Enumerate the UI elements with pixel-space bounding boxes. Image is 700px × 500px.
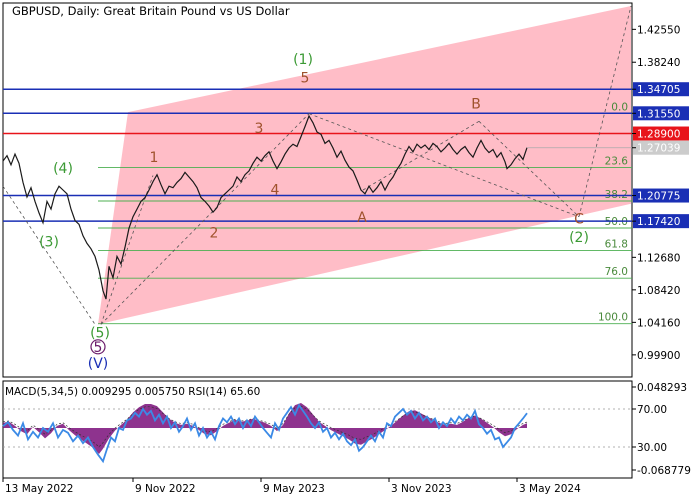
current-price-text: 1.27039 [637,143,680,155]
main-panel: 0.023.638.250.061.876.0100.0(1)51342(4)(… [2,2,633,378]
y-tick-label-10: 1.04160 [637,317,680,329]
wave-label-13: C [574,212,584,228]
wave-label-14: (2) [569,230,589,246]
wave-label-0: (1) [293,52,313,68]
wave-label-6: (4) [53,161,73,177]
ind-tick-label-2: 30.00 [637,442,667,454]
ind-tick-label-1: 70.00 [637,404,667,416]
level-tag-4 [633,214,689,229]
wave-label-1: 5 [301,70,310,86]
wave-line-6 [478,121,580,218]
wave-line-3 [214,113,310,210]
wave-label-8: (5) [90,325,110,341]
price-channel [98,6,631,325]
wave-line-7 [578,5,632,217]
indicator-panel [2,380,633,479]
fib-label-3: 50.0 [605,216,628,228]
ind-tick-label-3: -0.068779 [637,465,691,477]
indicator-panel-frame [2,380,633,479]
x-tick-label-2: 9 May 2023 [263,483,325,495]
level-tag-text-0: 1.34705 [637,84,680,96]
wave-line-5 [362,120,480,191]
level-tag-text-2: 1.28900 [637,129,680,141]
y-tick-label-8: 1.12680 [637,252,680,264]
x-tick-label-4: 3 May 2024 [519,483,581,495]
wave-label-5: 2 [210,225,219,241]
axis-labels: 1.34705 1.31550 1.28900 1.20775 1.17420 1.270… [2,24,691,495]
wave-label-7: (3) [39,234,59,250]
current-price-tag [633,140,689,155]
level-tag-text-3: 1.20775 [637,191,680,203]
chart-title: GBPUSD, Daily: Great Britain Pound vs US… [12,4,290,18]
wave-label-3: 3 [255,121,264,137]
y-tick-label-9: 1.08420 [637,285,680,297]
level-tag-1 [633,106,689,121]
wave-label-2: 1 [150,150,159,166]
level-tag-text-4: 1.17420 [637,216,680,228]
wave-label-9: 5 [94,340,103,356]
wave-label-12: B [471,96,481,112]
price-line [2,114,528,300]
level-tag-3 [633,188,689,203]
level-tag-0 [633,82,689,97]
x-tick-label-0: 13 May 2022 [5,483,73,495]
wave-label-11: A [357,210,367,226]
y-tick-label-0: 1.42550 [637,24,680,36]
level-tag-2 [633,126,689,141]
fib-label-5: 76.0 [605,266,628,278]
y-tick-label-11: 0.99900 [637,350,680,362]
y-tick-label-1: 1.38240 [637,57,680,69]
wave-line-4 [308,113,580,218]
wave-line-0 [2,185,96,325]
wave-line-1 [100,175,154,325]
main-panel-frame [2,2,633,378]
indicator-title: MACD(5,34,5) 0.009295 0.005750 RSI(14) 6… [5,386,260,398]
level-tag-text-1: 1.31550 [637,108,680,120]
fib-label-0: 0.0 [611,101,628,113]
wave-label-4: 4 [271,183,280,199]
rsi-line [2,403,528,464]
x-tick-label-3: 3 Nov 2023 [391,483,452,495]
ind-tick-label-0: 0.048293 [637,382,687,394]
x-tick-label-1: 9 Nov 2022 [135,483,196,495]
wave-circle-9 [90,339,106,355]
wave-label-10: (V) [88,356,109,372]
fib-label-4: 61.8 [605,238,628,250]
fib-label-6: 100.0 [598,312,628,324]
fib-label-1: 23.6 [605,156,629,168]
macd-signal-line [2,405,528,448]
